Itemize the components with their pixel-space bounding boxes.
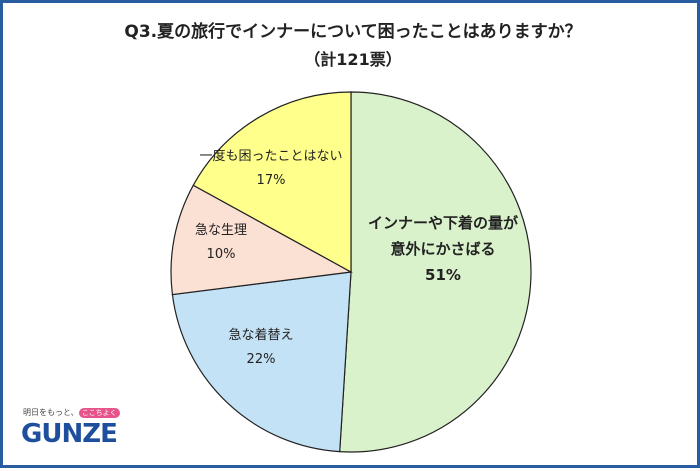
logo-heart-badge: ここちよく [78, 408, 120, 418]
pie-slice-3 [192, 91, 352, 274]
pie-slice-1-label: 急な着替え [228, 327, 293, 343]
gunze-logo: 明日をもっと、 ここちよく GUNZE [21, 407, 131, 457]
pie-slice-0-label: 意外にかさばる [390, 240, 495, 258]
pie-slice-0-value-label: 51% [425, 266, 461, 284]
pie-slice-0-label: インナーや下着の量が [368, 214, 519, 232]
pie-slice-1-value-label: 22% [247, 352, 276, 367]
chart-title: Q3.夏の旅行でインナーについて困ったことはありますか？ [124, 22, 582, 42]
pie-slice-2-value-label: 10% [207, 247, 236, 262]
pie-slice-0 [339, 91, 532, 453]
logo-tagline-text: 明日をもっと、 [23, 408, 79, 417]
logo-tagline: 明日をもっと、 ここちよく [23, 407, 120, 418]
pie-slice-2 [170, 184, 353, 296]
logo-wordmark: GUNZE [21, 419, 118, 449]
chart-subtitle: （計121票） [304, 50, 402, 69]
pie-slice-2-label: 急な生理 [195, 223, 247, 238]
pie-slice-1 [171, 271, 352, 453]
pie-slice-3-label: 一度も困ったことはない [199, 148, 342, 164]
pie-slice-3-value-label: 17% [257, 173, 286, 188]
